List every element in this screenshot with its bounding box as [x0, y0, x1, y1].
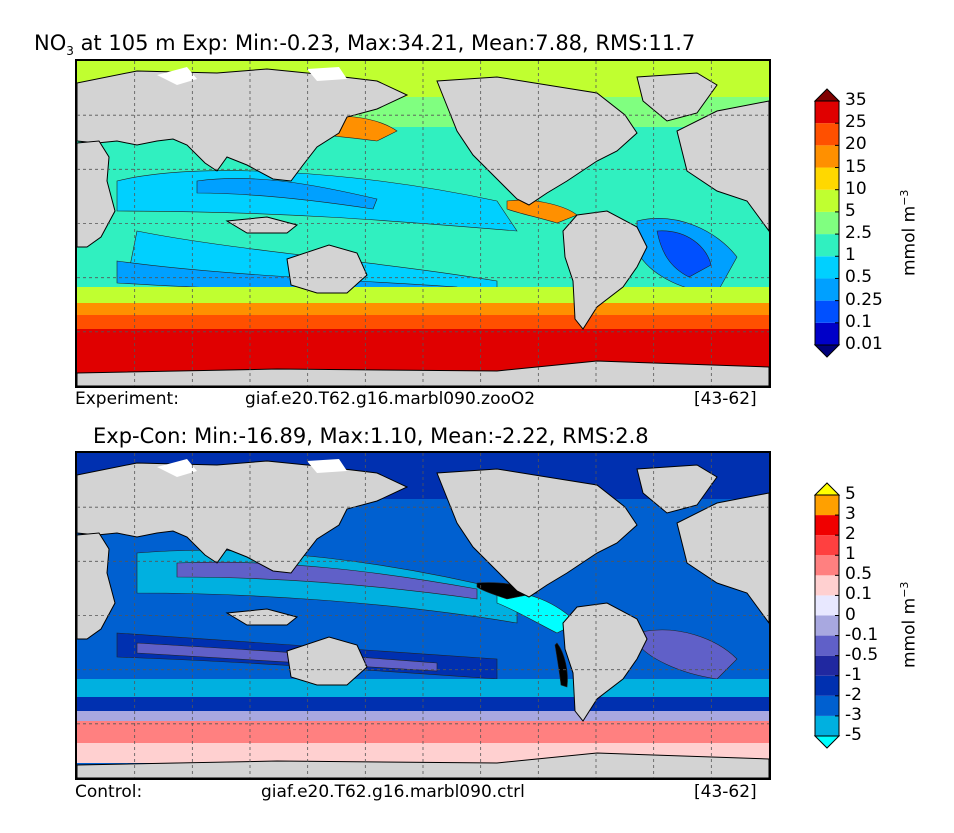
colorbar-band: [815, 278, 839, 301]
bottom-tick-label: 5: [845, 484, 856, 504]
colorbar-band: [815, 695, 839, 716]
bottom-field-contour: [636, 629, 738, 680]
top-footer-center: giaf.e20.T62.g16.marbl090.zooO2: [245, 389, 536, 409]
bottom-tick-label: 2: [845, 524, 856, 545]
top-title-rest: at 105 m Exp: Min:-0.23, Max:34.21, Mean…: [73, 31, 696, 55]
top-colorbar-unit: mmol m−3: [898, 190, 920, 276]
top-north-america-land: [436, 76, 638, 206]
top-tick-label: 5: [845, 200, 856, 221]
bottom-north-america-land: [436, 468, 638, 598]
colorbar-band: [815, 675, 839, 696]
colorbar-band: [815, 256, 839, 279]
colorbar-band: [815, 189, 839, 212]
top-tick-label: 0.1: [845, 311, 873, 332]
bottom-footer-right: [43-62]: [694, 782, 757, 802]
bottom-footer-left: Control:: [75, 782, 143, 802]
bottom-tick-label: 0.5: [845, 564, 873, 585]
bottom-field-contour: [554, 642, 568, 688]
top-south-america-land: [562, 210, 648, 330]
colorbar-band: [815, 555, 839, 576]
colorbar-band: [815, 515, 839, 536]
colorbar-band: [815, 595, 839, 616]
top-sea-ice: [157, 67, 347, 85]
bottom-map-plot: [75, 451, 771, 780]
colorbar-extend-max: [813, 88, 841, 102]
bottom-colorbar: [813, 482, 841, 749]
colorbar-band: [815, 715, 839, 736]
colorbar-band: [815, 300, 839, 323]
top-title-var: NO: [34, 31, 67, 55]
top-unit-sup: −3: [898, 189, 911, 206]
colorbar-band: [815, 167, 839, 190]
top-tick-label: 15: [845, 156, 867, 177]
colorbar-band: [815, 615, 839, 636]
colorbar-band: [815, 234, 839, 257]
top-tick-label: 10: [845, 178, 867, 199]
bottom-field-band: [77, 711, 769, 721]
colorbar-band: [815, 211, 839, 235]
colorbar-frame: [814, 100, 840, 346]
bottom-colorbar-unit: mmol m−3: [898, 582, 920, 668]
top-tick-label: 0.5: [845, 267, 873, 288]
bottom-greenland-land: [636, 464, 718, 514]
bottom-australia-land: [286, 636, 368, 686]
colorbar-band: [815, 322, 839, 345]
top-tick-label: 35: [845, 90, 867, 110]
top-colorbar: [813, 88, 841, 358]
top-europe-land: [676, 100, 769, 232]
top-australia-land: [286, 244, 368, 294]
bottom-tick-label: -0.1: [845, 624, 879, 645]
bottom-tick-label: -3: [845, 704, 862, 725]
colorbar-band: [815, 575, 839, 596]
top-map-plot: [75, 59, 771, 388]
top-footer-right: [43-62]: [694, 389, 757, 409]
top-unit-text: mmol m: [899, 205, 920, 276]
colorbar-band: [815, 635, 839, 656]
bottom-sea-ice: [157, 459, 347, 477]
top-field-contour: [196, 178, 378, 210]
colorbar-extend-max: [813, 482, 841, 496]
colorbar-extend-min: [813, 344, 841, 358]
colorbar-band: [815, 655, 839, 676]
bottom-tick-label: 0.1: [845, 584, 873, 605]
colorbar-band: [815, 145, 839, 168]
bottom-unit-text: mmol m: [899, 597, 920, 668]
top-africa-land: [77, 140, 116, 248]
top-tick-label: 20: [845, 134, 867, 155]
top-tick-label: 1: [845, 245, 856, 266]
colorbar-band: [815, 101, 839, 124]
top-chart-title: NO3 at 105 m Exp: Min:-0.23, Max:34.21, …: [34, 31, 695, 58]
bottom-tick-label: -2: [845, 684, 862, 705]
colorbar-band: [815, 123, 839, 146]
colorbar-extend-min: [813, 735, 841, 749]
top-title-subscript: 3: [66, 44, 74, 59]
bottom-tick-label: -5: [845, 725, 862, 745]
top-footer-left: Experiment:: [75, 389, 179, 409]
bottom-tick-label: 1: [845, 544, 856, 565]
bottom-unit-sup: −3: [898, 581, 911, 598]
bottom-field-contour: [476, 582, 538, 600]
bottom-europe-land: [676, 492, 769, 624]
top-greenland-land: [636, 72, 718, 122]
bottom-south-america-land: [562, 602, 648, 722]
bottom-tick-label: 3: [845, 504, 856, 525]
top-tick-label: 0.01: [845, 334, 883, 354]
top-tick-label: 0.25: [845, 289, 883, 310]
top-tick-label: 25: [845, 112, 867, 133]
top-indonesia-land: [225, 216, 299, 234]
colorbar-band: [815, 535, 839, 556]
bottom-tick-label: -0.5: [845, 644, 879, 665]
top-tick-label: 2.5: [845, 223, 873, 244]
bottom-tick-label: 0: [845, 604, 856, 625]
colorbar-band: [815, 495, 839, 516]
bottom-footer-center: giaf.e20.T62.g16.marbl090.ctrl: [261, 782, 525, 802]
bottom-tick-label: -1: [845, 664, 862, 685]
bottom-indonesia-land: [225, 608, 299, 626]
bottom-chart-title: Exp-Con: Min:-16.89, Max:1.10, Mean:-2.2…: [93, 424, 649, 448]
bottom-africa-land: [77, 532, 116, 640]
